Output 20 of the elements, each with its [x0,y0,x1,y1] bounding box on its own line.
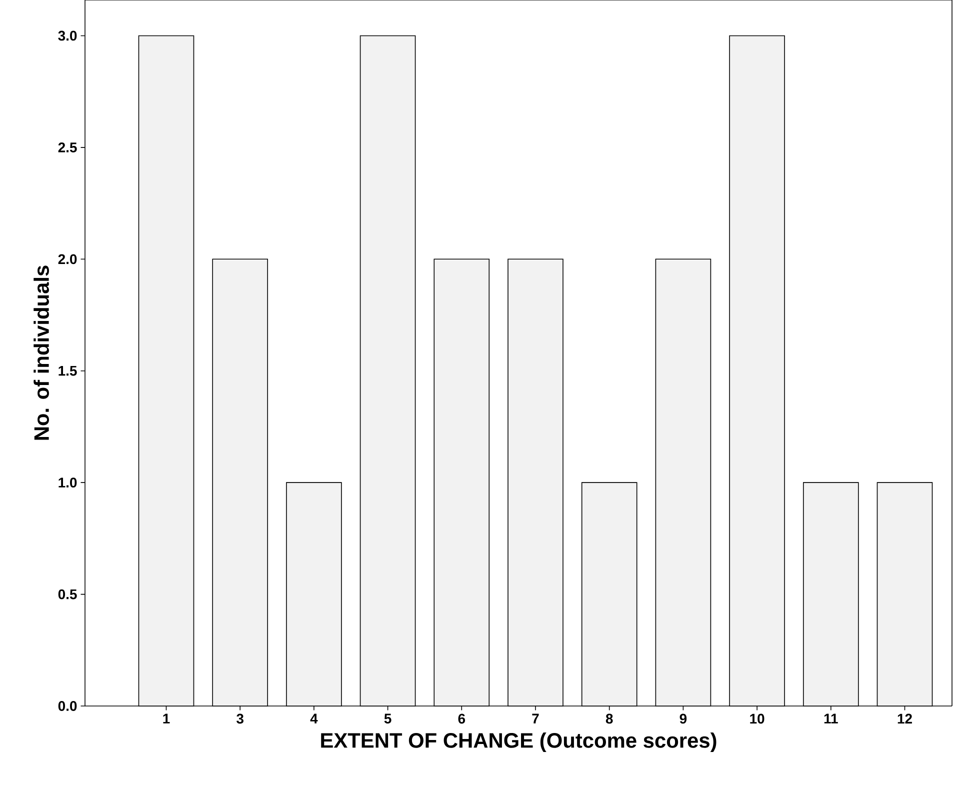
y-tick-label: 0.0 [58,701,77,711]
x-tick-label: 10 [750,714,764,724]
x-tick-label: 5 [384,714,392,724]
y-tick-label: 0.5 [58,589,77,600]
y-tick-label: 2.5 [58,142,77,152]
x-tick-label: 8 [606,714,613,724]
x-tick-label: 6 [458,714,466,724]
x-tick-label: 1 [163,714,170,724]
y-tick-label: 1.0 [58,478,77,488]
x-tick-label: 11 [824,714,838,724]
y-tick-label: 3.0 [58,30,77,41]
x-tick-label: 3 [236,714,244,724]
x-tick-label: 12 [898,714,912,724]
x-tick-label: 4 [310,714,318,724]
y-tick-label: 2.0 [58,254,77,264]
y-tick-label: 1.5 [58,366,77,376]
y-axis-title: No. of individuals [34,266,49,440]
x-tick-label: 7 [532,714,539,724]
x-tick-label: 9 [680,714,687,724]
x-axis-title: EXTENT OF CHANGE (Outcome scores) [321,732,716,752]
